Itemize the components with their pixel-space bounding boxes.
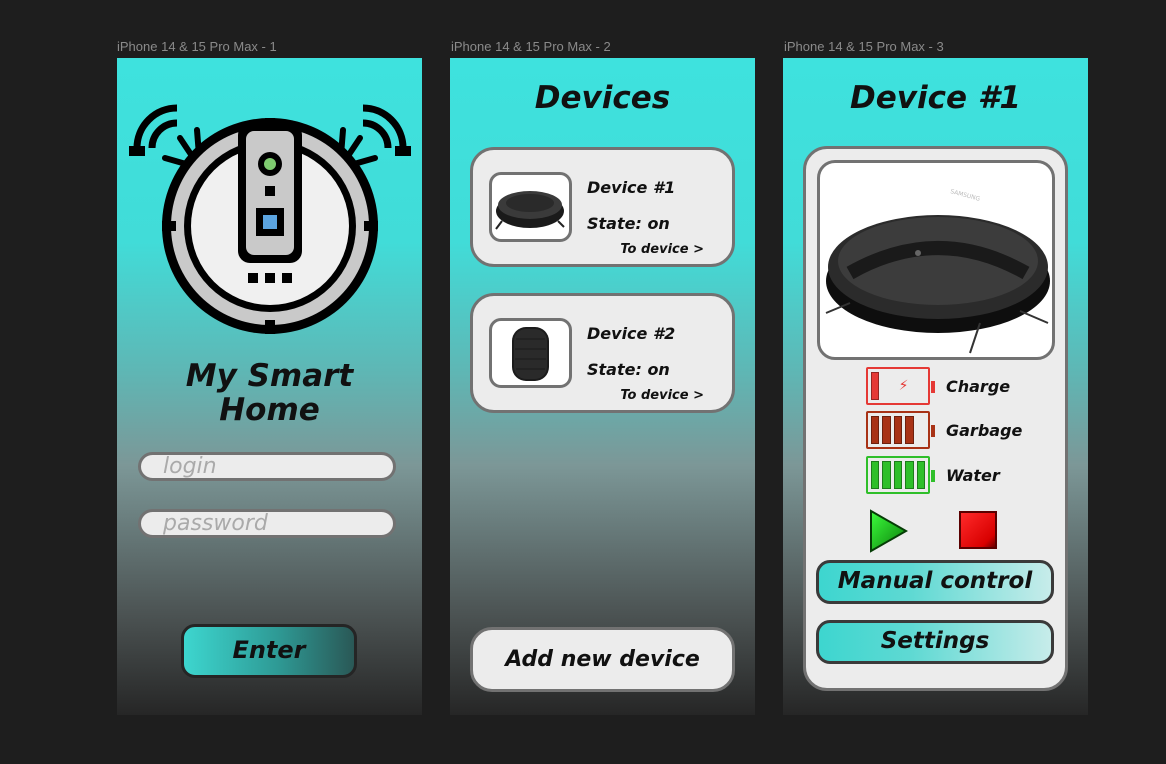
- login-screen: My Smart Home login password Enter: [117, 58, 422, 715]
- garbage-label: Garbage: [946, 421, 1023, 440]
- charge-label: Charge: [946, 377, 1011, 396]
- frame-label-1: iPhone 14 & 15 Pro Max - 1: [117, 39, 277, 54]
- devices-screen: Devices Device #1 State: on To device >: [450, 58, 755, 715]
- robot-vacuum-icon: [489, 172, 572, 242]
- stop-icon[interactable]: [959, 511, 997, 549]
- device-name: Device #2: [587, 324, 676, 343]
- battery-icon: [866, 411, 935, 449]
- device-card-1[interactable]: Device #1 State: on To device >: [470, 147, 735, 267]
- device-state: State: on: [587, 360, 670, 379]
- device-name: Device #1: [587, 178, 676, 197]
- brand-logo: SAMSUNG: [949, 188, 981, 203]
- page-title: Device #1: [850, 80, 1021, 116]
- manual-control-button[interactable]: Manual control: [816, 560, 1054, 604]
- water-label: Water: [946, 466, 1000, 485]
- frame-label-2: iPhone 14 & 15 Pro Max - 2: [451, 39, 611, 54]
- add-new-device-button[interactable]: Add new device: [470, 627, 735, 692]
- page-title: Devices: [534, 80, 671, 116]
- battery-full-icon: [866, 456, 935, 494]
- charge-indicator: ⚡ Charge: [866, 367, 1046, 409]
- frame-label-3: iPhone 14 & 15 Pro Max - 3: [784, 39, 944, 54]
- device-state: State: on: [587, 214, 670, 233]
- smart-speaker-icon: [489, 318, 572, 388]
- play-icon[interactable]: [868, 509, 908, 553]
- battery-low-icon: ⚡: [866, 367, 935, 405]
- device-panel: SAMSUNG ⚡ Charge Garbage: [803, 146, 1068, 691]
- device-detail-screen: Device #1 SAMSUNG ⚡ Charge: [783, 58, 1088, 715]
- login-input[interactable]: login: [138, 452, 396, 481]
- enter-button[interactable]: Enter: [181, 624, 357, 678]
- robot-vacuum-image: SAMSUNG: [817, 160, 1055, 360]
- app-title-line2: Home: [219, 392, 320, 428]
- robot-vacuum-logo-icon: [129, 104, 411, 334]
- to-device-link[interactable]: To device >: [620, 388, 704, 403]
- device-card-2[interactable]: Device #2 State: on To device >: [470, 293, 735, 413]
- app-title-line1: My Smart: [185, 358, 354, 394]
- password-input[interactable]: password: [138, 509, 396, 538]
- water-indicator: Water: [866, 456, 1046, 498]
- garbage-indicator: Garbage: [866, 411, 1046, 453]
- to-device-link[interactable]: To device >: [620, 242, 704, 257]
- settings-button[interactable]: Settings: [816, 620, 1054, 664]
